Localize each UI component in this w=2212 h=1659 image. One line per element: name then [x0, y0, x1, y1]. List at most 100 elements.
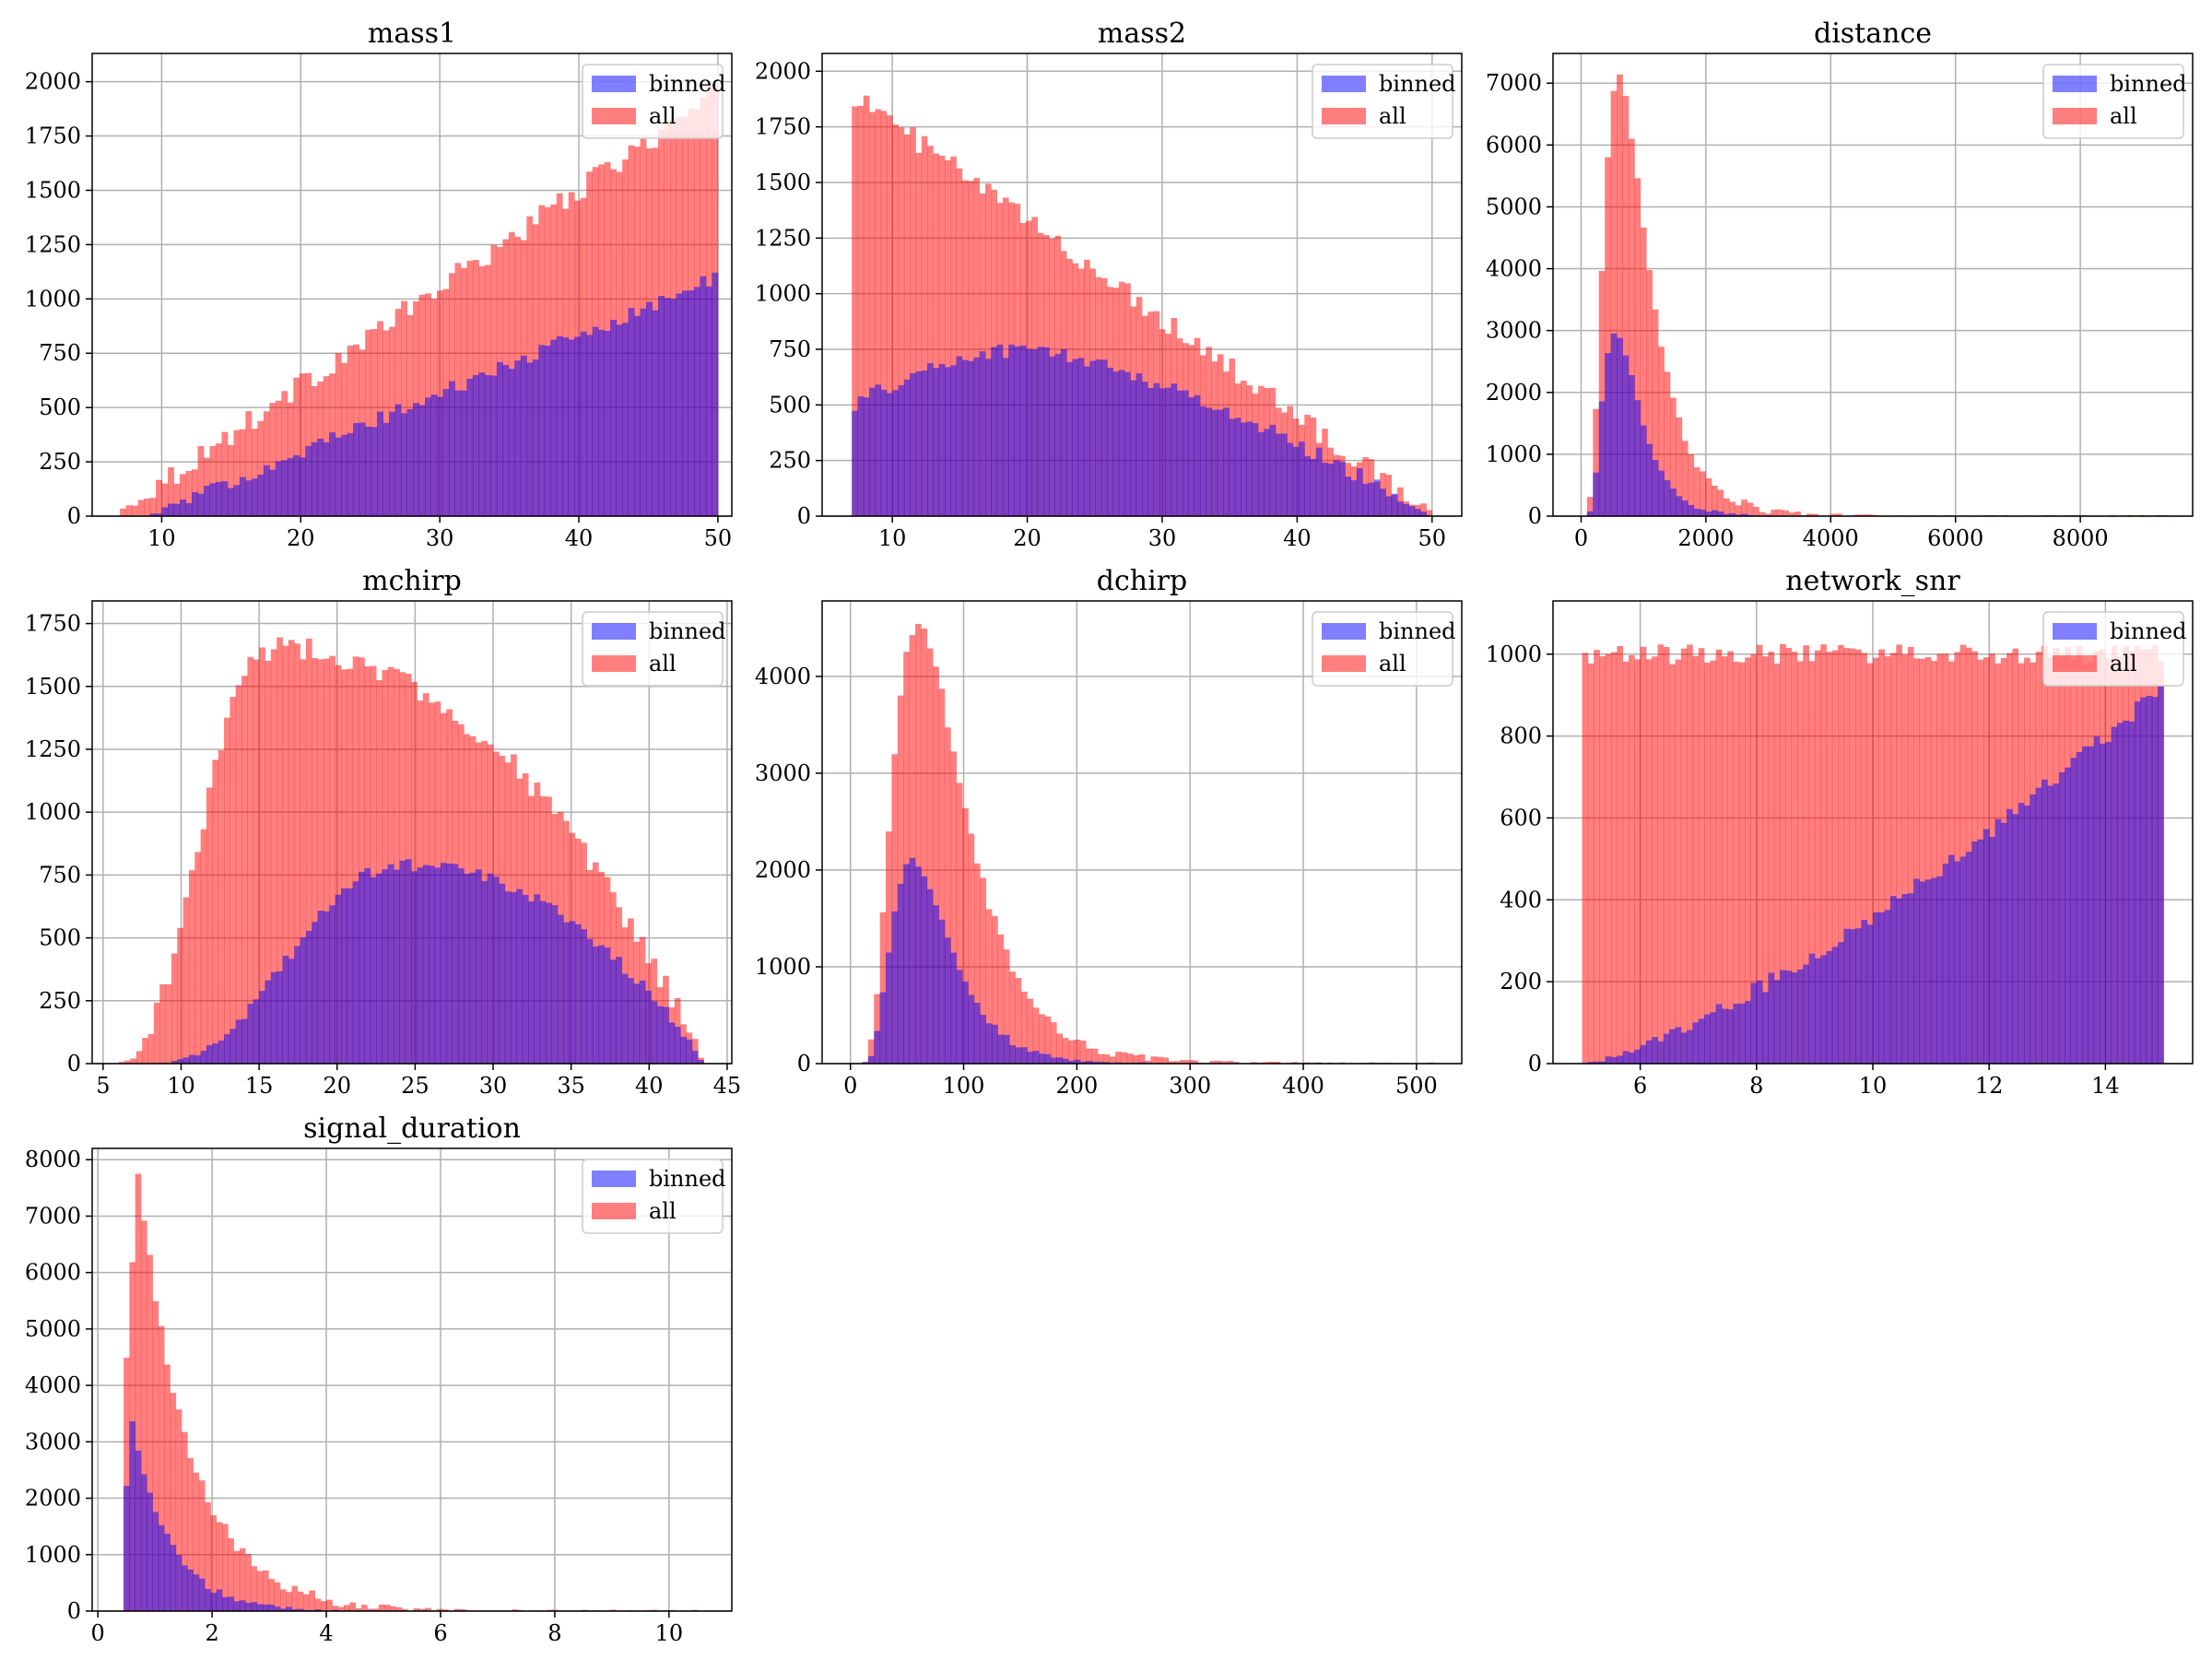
- bar-binned: [286, 1606, 292, 1611]
- bar-binned: [1292, 446, 1300, 516]
- bar-binned: [168, 503, 174, 516]
- bar-binned: [1322, 463, 1328, 516]
- bar-binned: [2158, 686, 2164, 1064]
- bar-binned: [2012, 814, 2019, 1064]
- bar-all: [245, 411, 253, 516]
- bar-all: [418, 1608, 426, 1611]
- y-tick-label: 250: [769, 448, 811, 474]
- bar-binned: [437, 396, 443, 516]
- bar-all: [221, 431, 229, 516]
- bar-all: [1675, 659, 1682, 1064]
- bar-binned: [581, 929, 587, 1064]
- bar-binned: [1622, 1051, 1630, 1064]
- subplot-title: mass1: [368, 18, 456, 50]
- bar-all: [1168, 1061, 1175, 1064]
- bar-all: [1849, 648, 1856, 1064]
- y-tick-label: 1500: [755, 170, 811, 195]
- bar-binned: [269, 469, 276, 516]
- bar-all: [320, 1601, 327, 1611]
- bar-binned: [658, 295, 665, 516]
- y-tick-label: 1500: [25, 177, 81, 203]
- bar-binned: [892, 390, 899, 516]
- bar-all: [1586, 497, 1594, 516]
- bar-all: [251, 429, 258, 516]
- bar-all: [180, 474, 186, 516]
- bar-binned: [1264, 429, 1270, 516]
- bar-all: [1859, 514, 1866, 516]
- bar-all: [1688, 453, 1695, 516]
- bar-all: [944, 727, 951, 1064]
- bar-binned: [2088, 746, 2095, 1064]
- bar-binned: [187, 1569, 194, 1611]
- bar-binned: [448, 381, 455, 516]
- bar-binned: [1050, 1057, 1057, 1064]
- bar-all: [193, 1472, 200, 1611]
- bar-binned: [281, 460, 288, 516]
- bar-all: [1796, 661, 1804, 1064]
- bar-binned: [1831, 947, 1839, 1064]
- bar-binned: [640, 308, 647, 516]
- bar-all: [135, 1051, 143, 1064]
- bar-binned: [218, 1040, 225, 1064]
- y-tick-label: 200: [1500, 969, 1542, 994]
- bar-binned: [496, 361, 503, 516]
- y-tick-label: 6000: [1486, 132, 1542, 158]
- bar-all: [1738, 662, 1746, 1064]
- bar-all: [910, 127, 916, 516]
- bar-all: [1764, 513, 1771, 516]
- bar-binned: [1223, 407, 1230, 516]
- bar-binned: [1042, 347, 1050, 516]
- bar-binned: [499, 883, 506, 1064]
- bar-all: [1873, 657, 1879, 1064]
- bar-all: [1002, 197, 1009, 516]
- bar-binned: [1257, 431, 1265, 516]
- bar-all: [1221, 1061, 1228, 1064]
- bar-binned: [1954, 861, 1961, 1064]
- bar-binned: [235, 1019, 242, 1064]
- bar-binned: [274, 1606, 281, 1611]
- bar-binned: [287, 457, 294, 516]
- bar-binned: [253, 999, 260, 1064]
- bar-binned: [1118, 370, 1125, 516]
- bar-all: [239, 429, 246, 516]
- bar-binned: [171, 1061, 178, 1064]
- bar-all: [344, 1605, 350, 1611]
- bar-binned: [1095, 359, 1102, 516]
- bar-all: [985, 909, 993, 1064]
- bar-binned: [973, 357, 981, 516]
- bar-all: [1794, 512, 1801, 516]
- bar-all: [1735, 505, 1742, 516]
- bar-binned: [1032, 1051, 1040, 1064]
- bar-all: [1663, 647, 1670, 1064]
- bar-binned: [569, 921, 576, 1064]
- bar-binned: [2093, 736, 2100, 1064]
- bar-binned: [1652, 1037, 1658, 1064]
- legend-label-all: all: [1379, 103, 1406, 129]
- bar-binned: [1884, 910, 1891, 1064]
- y-tick-label: 0: [1528, 1051, 1542, 1077]
- bar-binned: [185, 502, 193, 516]
- bar-all: [245, 1554, 252, 1611]
- bar-all: [378, 1604, 385, 1611]
- bar-binned: [586, 335, 594, 516]
- bar-all: [161, 483, 169, 516]
- bar-binned: [950, 365, 957, 516]
- bar-all: [956, 782, 963, 1064]
- bar-all: [1145, 1060, 1151, 1064]
- bar-binned: [546, 902, 552, 1064]
- bar-binned: [1983, 829, 1990, 1064]
- bar-all: [1803, 645, 1809, 1064]
- bar-binned: [251, 478, 258, 516]
- y-tick-label: 1000: [755, 954, 811, 980]
- bar-binned: [1269, 424, 1277, 516]
- bar-all: [268, 1579, 276, 1611]
- bar-binned: [1896, 898, 1902, 1064]
- bar-all: [1806, 513, 1813, 516]
- bar-all: [1056, 1033, 1064, 1064]
- bar-binned: [1640, 425, 1647, 516]
- legend: binned all: [1312, 611, 1456, 687]
- bar-binned: [299, 457, 306, 516]
- bar-all: [1785, 647, 1793, 1064]
- bar-all: [1836, 513, 1842, 516]
- x-tick-label: 0: [1574, 525, 1588, 551]
